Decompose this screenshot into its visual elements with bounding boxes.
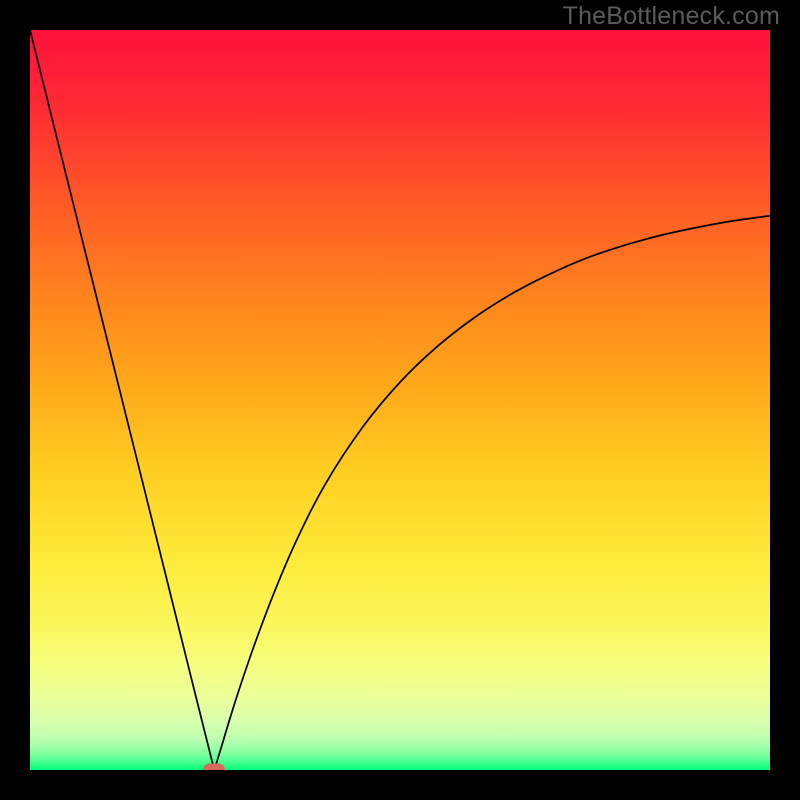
bottleneck-curve	[30, 30, 770, 770]
minimum-marker	[203, 764, 225, 771]
watermark-text: TheBottleneck.com	[563, 2, 780, 31]
plot-area	[30, 30, 770, 770]
curve-right-branch	[214, 216, 770, 770]
curve-left-branch	[30, 30, 214, 770]
